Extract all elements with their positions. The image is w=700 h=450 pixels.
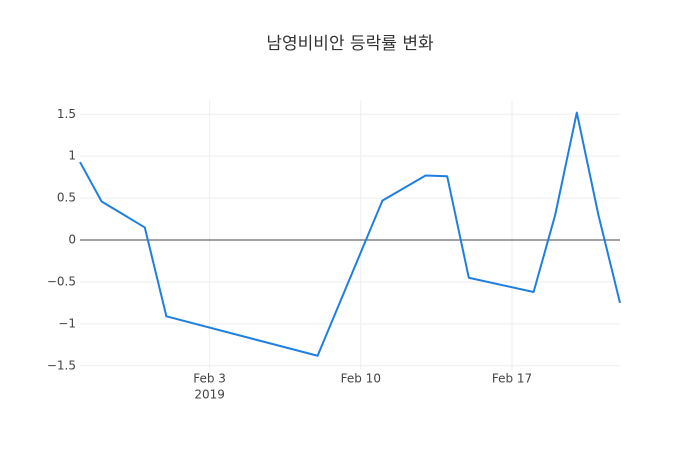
x-tick-label: Feb 17 xyxy=(492,372,532,386)
x-tick-label: Feb 10 xyxy=(341,372,381,386)
line-series xyxy=(79,111,621,357)
chart-title: 남영비비안 등락률 변화 xyxy=(266,34,434,54)
y-tick-label: −1.5 xyxy=(47,358,76,372)
y-tick-label: 0.5 xyxy=(57,191,76,205)
y-tick-label: 1.5 xyxy=(57,107,76,121)
y-tick-label: 0 xyxy=(68,233,76,247)
x-tick-year: 2019 xyxy=(194,388,225,402)
y-tick-label: −1 xyxy=(58,316,76,330)
x-tick-label: Feb 3 xyxy=(193,372,226,386)
y-tick-label: 1 xyxy=(68,149,76,163)
y-tick-label: −0.5 xyxy=(47,274,76,288)
